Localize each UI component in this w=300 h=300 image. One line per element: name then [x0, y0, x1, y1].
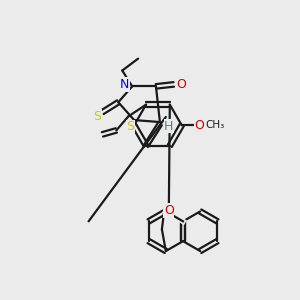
Text: CH₃: CH₃	[206, 120, 225, 130]
Text: O: O	[195, 119, 205, 132]
Text: O: O	[164, 204, 174, 217]
Text: S: S	[94, 110, 101, 123]
Text: O: O	[176, 78, 186, 91]
Text: S: S	[126, 121, 134, 134]
Text: N: N	[120, 78, 129, 91]
Text: H: H	[164, 119, 173, 133]
